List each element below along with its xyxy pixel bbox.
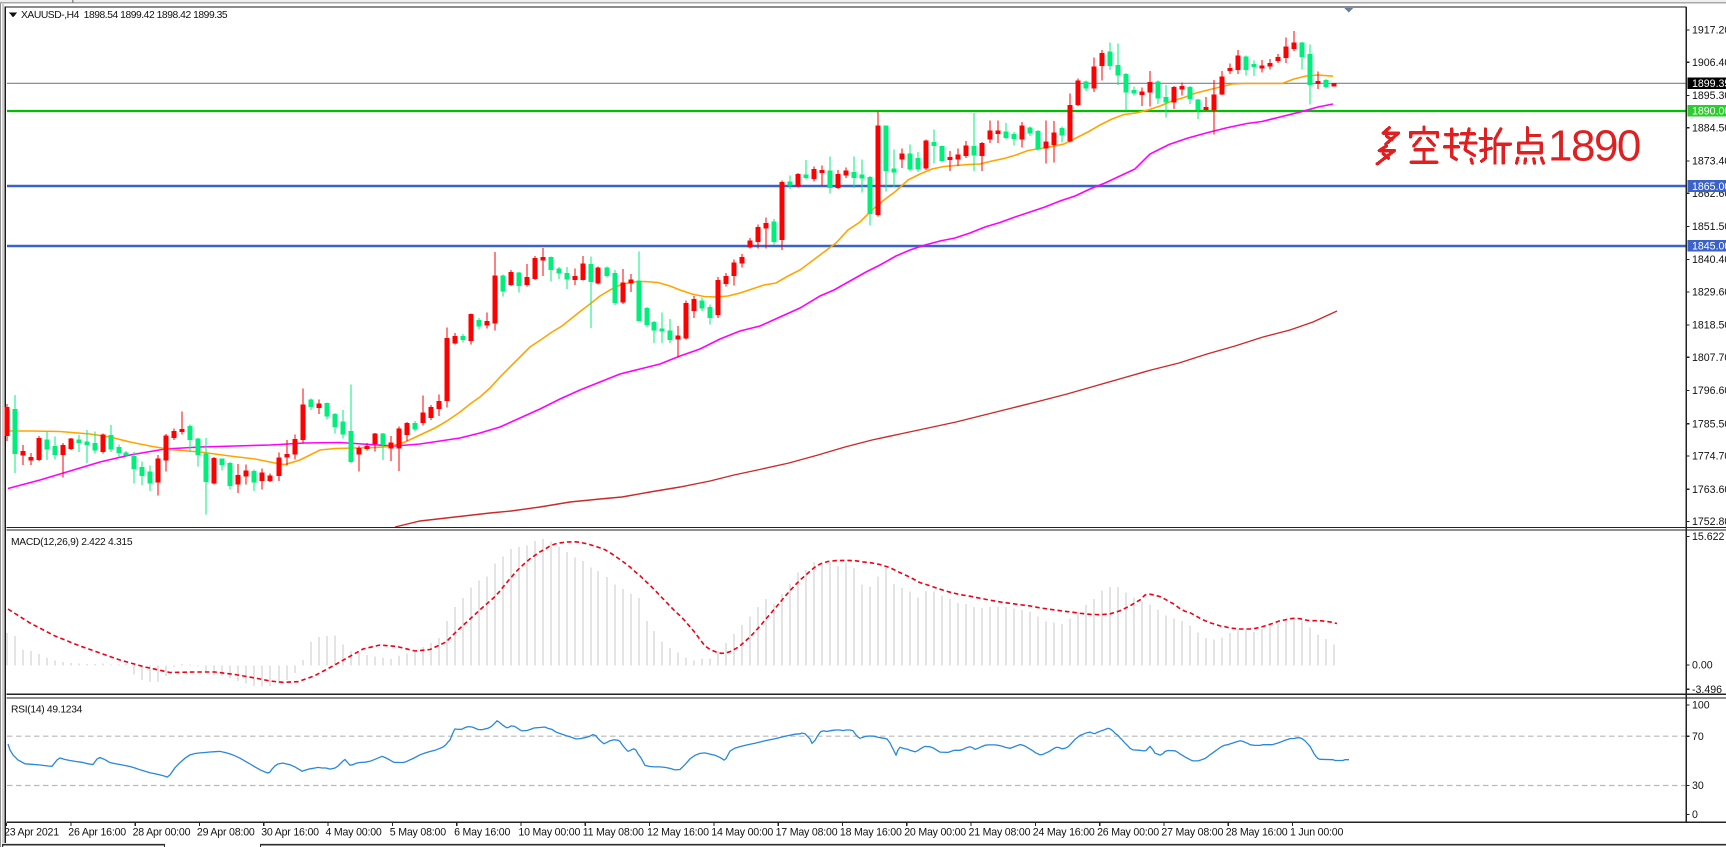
svg-text:26 May 00:00: 26 May 00:00	[1097, 827, 1159, 839]
svg-text:17 May 08:00: 17 May 08:00	[776, 827, 838, 839]
svg-text:1890: 1890	[1548, 122, 1640, 171]
svg-text:1899.35: 1899.35	[1692, 78, 1726, 90]
svg-text:26 Apr 16:00: 26 Apr 16:00	[68, 827, 126, 839]
svg-text:28 Apr 00:00: 28 Apr 00:00	[133, 827, 191, 839]
svg-text:100: 100	[1692, 700, 1710, 712]
svg-text:MACD(12,26,9) 2.422 4.315: MACD(12,26,9) 2.422 4.315	[11, 537, 133, 548]
svg-text:14 May 00:00: 14 May 00:00	[711, 827, 773, 839]
svg-text:1851.50: 1851.50	[1692, 221, 1726, 233]
svg-text:6 May 16:00: 6 May 16:00	[454, 827, 510, 839]
svg-text:1873.40: 1873.40	[1692, 156, 1726, 168]
svg-text:11 May 08:00: 11 May 08:00	[583, 827, 644, 839]
svg-text:23 Apr 2021: 23 Apr 2021	[4, 827, 59, 839]
svg-text:5 May 08:00: 5 May 08:00	[390, 827, 446, 839]
svg-text:1796.60: 1796.60	[1692, 385, 1726, 397]
svg-text:4 May 00:00: 4 May 00:00	[326, 827, 382, 839]
svg-text:1840.40: 1840.40	[1692, 254, 1726, 266]
svg-text:12 May 16:00: 12 May 16:00	[647, 827, 709, 839]
svg-text:1895.30: 1895.30	[1692, 90, 1726, 102]
svg-text:1890.00: 1890.00	[1692, 106, 1726, 118]
svg-text:1 Jun 00:00: 1 Jun 00:00	[1290, 827, 1343, 839]
svg-text:1917.20: 1917.20	[1692, 25, 1726, 37]
svg-text:15.622: 15.622	[1692, 531, 1725, 543]
svg-text:28 May 16:00: 28 May 16:00	[1226, 827, 1288, 839]
svg-text:1807.70: 1807.70	[1692, 352, 1726, 364]
svg-text:10 May 00:00: 10 May 00:00	[518, 827, 580, 839]
svg-text:1829.60: 1829.60	[1692, 287, 1726, 299]
svg-text:29 Apr 08:00: 29 Apr 08:00	[197, 827, 255, 839]
svg-text:18 May 16:00: 18 May 16:00	[840, 827, 902, 839]
svg-text:1865.00: 1865.00	[1692, 181, 1726, 193]
svg-text:1884.50: 1884.50	[1692, 122, 1726, 134]
svg-text:1818.50: 1818.50	[1692, 320, 1726, 332]
svg-text:0: 0	[1692, 809, 1698, 821]
svg-text:24 May 16:00: 24 May 16:00	[1033, 827, 1095, 839]
svg-text:RSI(14) 49.1234: RSI(14) 49.1234	[11, 705, 83, 716]
svg-text:20 May 00:00: 20 May 00:00	[904, 827, 966, 839]
svg-text:XAUUSD-,H4 1898.54 1899.42 18: XAUUSD-,H4 1898.54 1899.42 1898.42 1899.…	[21, 10, 228, 21]
svg-text:1774.70: 1774.70	[1692, 451, 1726, 463]
svg-text:30 Apr 16:00: 30 Apr 16:00	[261, 827, 319, 839]
svg-text:1906.40: 1906.40	[1692, 57, 1726, 69]
svg-text:-3.496: -3.496	[1692, 684, 1722, 696]
svg-text:0.00: 0.00	[1692, 660, 1713, 672]
svg-text:27 May 08:00: 27 May 08:00	[1161, 827, 1223, 839]
svg-text:70: 70	[1692, 731, 1704, 743]
svg-text:1763.60: 1763.60	[1692, 484, 1726, 496]
svg-text:1785.50: 1785.50	[1692, 418, 1726, 430]
svg-text:1752.80: 1752.80	[1692, 516, 1726, 528]
svg-text:21 May 08:00: 21 May 08:00	[969, 827, 1031, 839]
svg-text:30: 30	[1692, 780, 1704, 792]
svg-text:1845.00: 1845.00	[1692, 241, 1726, 253]
